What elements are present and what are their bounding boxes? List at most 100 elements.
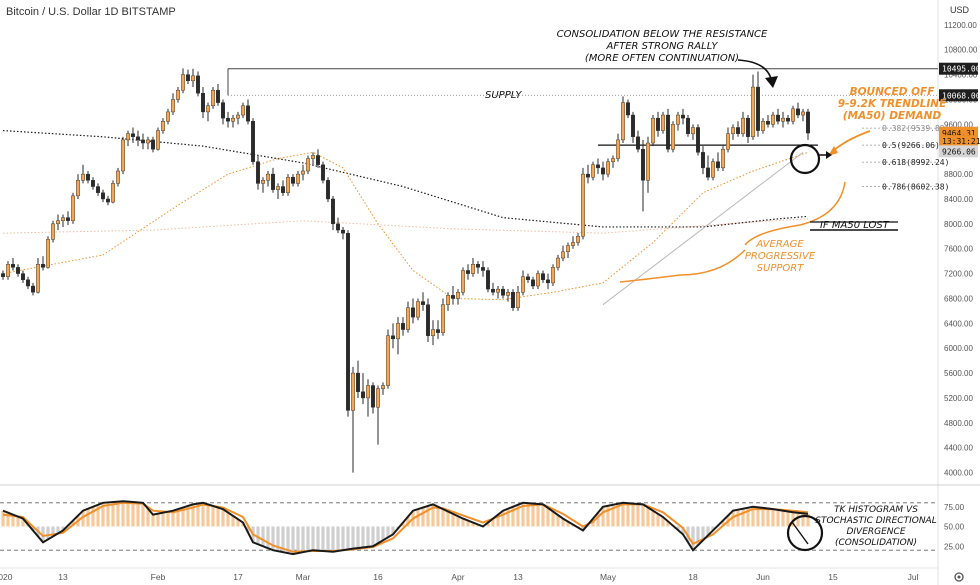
tk-histogram-bar (156, 513, 160, 527)
tk-histogram-bar (351, 526, 355, 549)
tk-histogram-bar (621, 502, 625, 527)
candle-down (346, 232, 351, 411)
price-tick-label: 4400.00 (944, 444, 973, 453)
osc-tick-label: 75.00 (944, 503, 965, 512)
tk-histogram-bar (56, 526, 60, 534)
tk-histogram-bar (181, 507, 185, 527)
candle-up (621, 102, 626, 141)
candle-up (70, 195, 75, 221)
candle-up (61, 217, 66, 221)
candle-down (546, 279, 551, 284)
candle-up (261, 180, 266, 184)
candle-down (321, 164, 326, 181)
tk-histogram-bar (21, 518, 25, 527)
horizontal-levels (227, 68, 938, 146)
candle-up (406, 307, 411, 330)
tk-histogram-bar (356, 526, 360, 549)
candle-down (336, 223, 341, 231)
tk-histogram-bar (291, 526, 295, 555)
price-label-box (939, 62, 978, 75)
candle-down (220, 102, 225, 119)
tk-histogram-bar (456, 516, 460, 527)
tk-histogram-bar (16, 516, 20, 527)
tk-histogram-bar (801, 513, 805, 527)
candle-down (476, 264, 481, 268)
tk-histogram-bar (146, 508, 150, 527)
tk-histogram-bar (41, 526, 45, 543)
candle-down (65, 217, 70, 221)
candle-up (170, 99, 175, 113)
tk-histogram-bar (691, 526, 695, 551)
candle-up (56, 220, 61, 225)
candle-up (381, 385, 386, 389)
candle-down (596, 164, 601, 169)
candle-down (90, 180, 95, 187)
candle-up (230, 117, 235, 122)
candle-up (366, 385, 371, 399)
candle-up (721, 149, 726, 169)
candle-down (776, 114, 781, 122)
tk-histogram-bar (511, 506, 515, 527)
candle-down (100, 192, 105, 200)
tk-histogram-bar (681, 526, 685, 535)
tk-histogram-bar (6, 512, 10, 527)
tk-histogram-bar (121, 501, 125, 527)
tk-histogram-bar (561, 518, 565, 527)
settings-gear-icon[interactable] (954, 572, 964, 582)
candle-up (80, 173, 85, 181)
moving-averages (2, 129, 809, 306)
candle-down (185, 74, 190, 82)
candle-down (215, 89, 220, 103)
tk-histogram-bar (656, 513, 660, 527)
candle-down (250, 121, 255, 162)
candle-up (441, 304, 446, 333)
tk-histogram-bar (51, 526, 55, 537)
candle-down (796, 108, 801, 116)
candle-up (516, 292, 521, 308)
candle-up (240, 105, 245, 116)
candle-down (271, 173, 276, 190)
candle-down (401, 323, 406, 330)
candle-up (751, 86, 756, 137)
tk-histogram-bar (541, 504, 545, 527)
time-axis: 2020 13 Feb 17 Mar 16 Apr 13 May 18 Jun 15 Jul (0, 572, 919, 582)
candle-up (115, 170, 120, 184)
tk-histogram-bar (596, 512, 600, 527)
tk-histogram-bar (346, 526, 350, 550)
tk-histogram-bar (421, 507, 425, 527)
candle-down (150, 139, 155, 150)
tk-histogram-bar (61, 526, 65, 531)
candle-up (5, 264, 10, 277)
tk-histogram-bar (466, 520, 470, 527)
candle-down (466, 270, 471, 274)
time-tick-label: 18 (688, 572, 698, 582)
candle-down (481, 267, 486, 271)
price-tick-label: 9600.00 (944, 120, 973, 129)
tk-histogram-bar (806, 513, 810, 527)
bounced-annotation: BOUNCED OFF 9-9.2K TRENDLINE (MA50) DEMAND (838, 86, 947, 122)
tk-histogram-bar (231, 515, 235, 527)
tk-histogram-bar (416, 509, 420, 527)
candle-down (436, 329, 441, 333)
tk-histogram-bar (636, 503, 640, 527)
tk-histogram-bar (641, 504, 645, 527)
price-label: 9464.31 (942, 129, 976, 138)
bounce-circle (789, 143, 821, 175)
candle-up (691, 127, 696, 134)
tk-histogram-bar (521, 502, 525, 527)
candle-down (701, 152, 706, 169)
tk-histogram-bar (246, 526, 250, 533)
candle-down (666, 114, 671, 150)
tk-histogram-bar (271, 526, 275, 551)
candle-up (536, 273, 541, 287)
candle-down (10, 264, 15, 268)
tk-histogram-bar (286, 526, 290, 554)
candle-down (696, 127, 701, 153)
tk-histogram-bar (651, 510, 655, 527)
candle-up (311, 155, 316, 159)
candle-down (806, 111, 811, 134)
tk-histogram-bar (626, 503, 630, 527)
candle-down (356, 372, 361, 392)
tk-histogram-bar (116, 501, 120, 527)
